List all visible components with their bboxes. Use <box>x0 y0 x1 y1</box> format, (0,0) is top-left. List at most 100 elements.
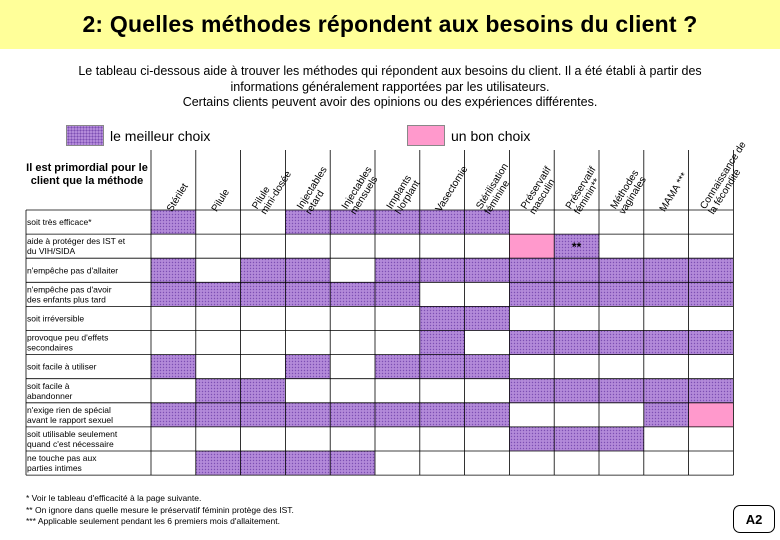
table-cell <box>151 234 196 259</box>
table-cell <box>240 234 286 259</box>
table-cell <box>330 330 375 355</box>
table-cell <box>285 378 331 403</box>
table-cell <box>151 210 196 235</box>
row-label: soit facile à utiliser <box>27 362 97 372</box>
table-cell <box>509 330 555 355</box>
table-cell <box>509 378 555 403</box>
table-cell <box>509 234 555 259</box>
row-label: n'empêche pas d'avoir des enfants plus ta… <box>27 284 112 304</box>
table-cell <box>330 234 375 259</box>
column-header: Connaissance dela fécondité <box>698 140 757 217</box>
column-header: MAMA *** <box>658 171 691 214</box>
table-cell <box>464 210 510 235</box>
table-cell <box>688 258 734 283</box>
table-cell <box>554 378 599 403</box>
table-cell <box>240 426 286 451</box>
intro-line: informations généralement rapportées par… <box>230 79 550 94</box>
table-cell <box>554 330 599 355</box>
table-cell <box>240 451 286 476</box>
table-cell <box>554 234 599 259</box>
table-cell <box>240 210 286 235</box>
table-cell <box>195 426 241 451</box>
table-cell <box>240 282 286 307</box>
table-cell <box>375 330 420 355</box>
table-cell <box>599 306 644 331</box>
table-cell <box>464 258 510 283</box>
table-cell <box>599 426 644 451</box>
table-cell <box>375 378 420 403</box>
table-cell <box>688 378 734 403</box>
table-cell <box>375 402 420 427</box>
legend-good-swatch <box>407 125 445 146</box>
table-cell <box>330 378 375 403</box>
table-cell <box>599 378 644 403</box>
table-cell <box>509 426 555 451</box>
legend-good: un bon choix <box>407 125 530 146</box>
table-cell <box>240 354 286 379</box>
row-label: provoque peu d'effets secondaires <box>27 333 108 353</box>
table-cell <box>419 234 465 259</box>
column-header: Préservatifféminin** <box>564 165 607 217</box>
table-cell <box>688 234 734 259</box>
table-cell <box>330 426 375 451</box>
table-cell <box>195 330 241 355</box>
table-cell <box>285 330 331 355</box>
table-cell <box>195 210 241 235</box>
table-cell <box>330 354 375 379</box>
table-cell <box>599 282 644 307</box>
table-cell <box>285 426 331 451</box>
table-cell <box>509 282 555 307</box>
table-cell <box>643 258 689 283</box>
table-cell <box>375 210 420 235</box>
table-cell <box>151 402 196 427</box>
table-cell <box>419 210 465 235</box>
table-cell <box>151 258 196 283</box>
legend-best-swatch <box>66 125 104 146</box>
table-cell <box>419 306 465 331</box>
table-cell <box>643 354 689 379</box>
table-cell <box>285 234 331 259</box>
table-cell <box>419 330 465 355</box>
table-cell <box>375 282 420 307</box>
row-label: soit irréversible <box>27 313 84 323</box>
row-label: n'exige rien de spécial avant le rapport … <box>27 405 113 425</box>
table-cell <box>599 258 644 283</box>
table-cell <box>554 282 599 307</box>
table-cell <box>599 234 644 259</box>
table-cell <box>195 234 241 259</box>
table-cell <box>688 354 734 379</box>
table-cell <box>375 426 420 451</box>
table-cell <box>688 426 734 451</box>
table-cell <box>643 306 689 331</box>
row-label: ne touche pas aux parties intimes <box>27 453 97 473</box>
intro-line: Certains clients peuvent avoir des opini… <box>182 95 598 109</box>
table-cell <box>509 402 555 427</box>
row-label: soit très efficace* <box>27 217 92 227</box>
table-cell <box>285 306 331 331</box>
table-cell <box>330 282 375 307</box>
legend-best: le meilleur choix <box>66 125 210 146</box>
table-cell <box>464 306 510 331</box>
table-cell <box>599 451 644 476</box>
table-cell <box>419 378 465 403</box>
column-header: Injectablesretard <box>295 165 338 217</box>
table-cell <box>599 402 644 427</box>
intro-text: Le tableau ci-dessous aide à trouver les… <box>20 64 760 111</box>
row-label: aide à protéger des IST et du VIH/SIDA <box>27 236 126 256</box>
table-cell <box>330 210 375 235</box>
table-cell <box>509 354 555 379</box>
table-cell <box>509 306 555 331</box>
title-banner: 2: Quelles méthodes répondent aux besoin… <box>0 0 780 49</box>
table-cell <box>240 306 286 331</box>
table-cell <box>375 306 420 331</box>
table-cell <box>464 282 510 307</box>
table-cell <box>240 330 286 355</box>
column-header: Stérilisationféminine <box>474 162 519 217</box>
table-cell <box>240 258 286 283</box>
column-header: Pilulemini-dosée <box>250 164 294 217</box>
table-cell <box>195 306 241 331</box>
table-cell <box>688 451 734 476</box>
footnote: * Voir le tableau d'efficacité à la page… <box>26 493 202 503</box>
table-cell <box>688 306 734 331</box>
